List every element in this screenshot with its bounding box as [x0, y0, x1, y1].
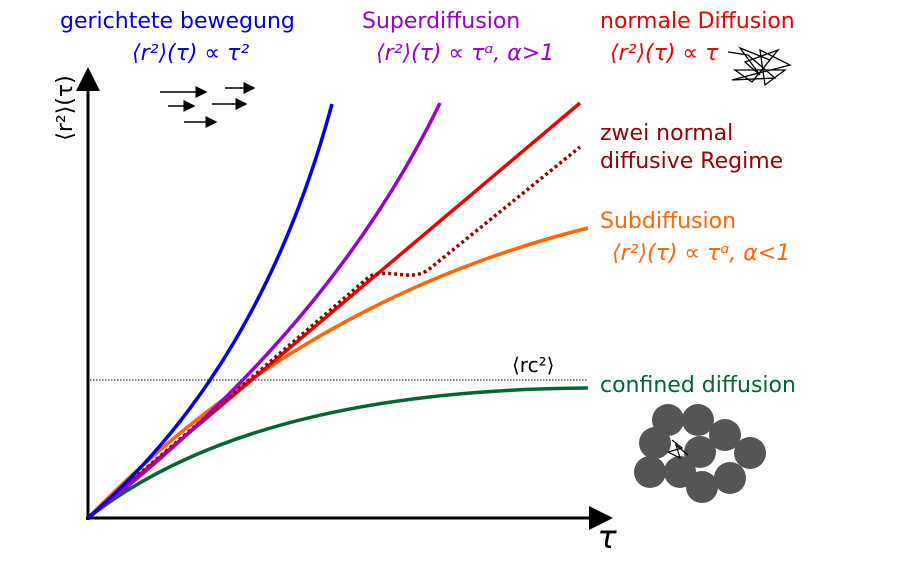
y-axis-label: ⟨r²⟩(τ): [53, 75, 78, 140]
sub-title: Subdiffusion: [600, 209, 736, 234]
directed-arrows: [160, 82, 256, 128]
two-regimes-line2: diffusive Regime: [600, 149, 783, 174]
sub-formula: ⟨r²⟩(τ) ∝ τᵅ, α<1: [612, 241, 790, 266]
two-regime-curve: [86, 145, 582, 520]
confined-walk: [666, 439, 689, 460]
x-axis-label: τ: [597, 518, 617, 556]
two-regimes-line1: zwei normal: [600, 121, 733, 146]
random-walk-icon: [727, 46, 792, 87]
directed-title: gerichtete bewegung: [60, 9, 295, 34]
plateau-label: ⟨rc²⟩: [512, 353, 554, 377]
normal-title: normale Diffusion: [600, 9, 795, 34]
confined-particles: [634, 404, 766, 503]
super-curve: [86, 102, 442, 520]
super-title: Superdiffusion: [362, 9, 520, 34]
normal-formula: ⟨r²⟩(τ) ∝ τ: [610, 41, 719, 66]
directed-curve: [86, 103, 334, 520]
confined-curve: [86, 386, 589, 520]
directed-formula: ⟨r²⟩(τ) ∝ τ²: [132, 41, 249, 66]
super-formula: ⟨r²⟩(τ) ∝ τᵅ, α>1: [376, 41, 554, 66]
confined-title: confined diffusion: [600, 373, 796, 398]
